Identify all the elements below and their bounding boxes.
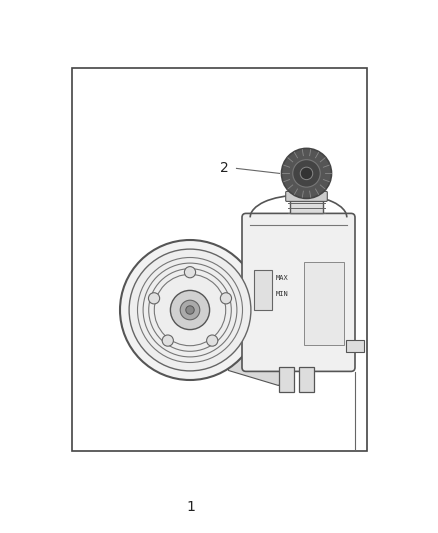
Bar bbox=[346, 341, 364, 352]
Bar bbox=[279, 367, 294, 392]
Polygon shape bbox=[229, 356, 289, 385]
Bar bbox=[304, 262, 344, 345]
Text: 1: 1 bbox=[186, 500, 195, 514]
Bar bbox=[229, 264, 289, 356]
Circle shape bbox=[148, 293, 159, 304]
Circle shape bbox=[162, 335, 173, 346]
Circle shape bbox=[120, 240, 260, 380]
Circle shape bbox=[170, 290, 210, 329]
Circle shape bbox=[129, 249, 251, 371]
Text: MAX: MAX bbox=[276, 276, 289, 281]
Circle shape bbox=[300, 167, 313, 180]
Bar bbox=[254, 270, 272, 310]
Circle shape bbox=[282, 148, 332, 198]
Bar bbox=[299, 367, 314, 392]
Bar bbox=[290, 196, 323, 213]
Circle shape bbox=[293, 160, 320, 187]
Circle shape bbox=[220, 293, 232, 304]
Circle shape bbox=[186, 306, 194, 314]
FancyBboxPatch shape bbox=[242, 213, 355, 372]
Circle shape bbox=[207, 335, 218, 346]
Bar bbox=[72, 68, 367, 451]
Circle shape bbox=[184, 266, 196, 278]
Circle shape bbox=[180, 300, 200, 320]
Text: MIN: MIN bbox=[276, 292, 289, 297]
FancyBboxPatch shape bbox=[286, 191, 327, 201]
Text: 2: 2 bbox=[220, 161, 229, 175]
